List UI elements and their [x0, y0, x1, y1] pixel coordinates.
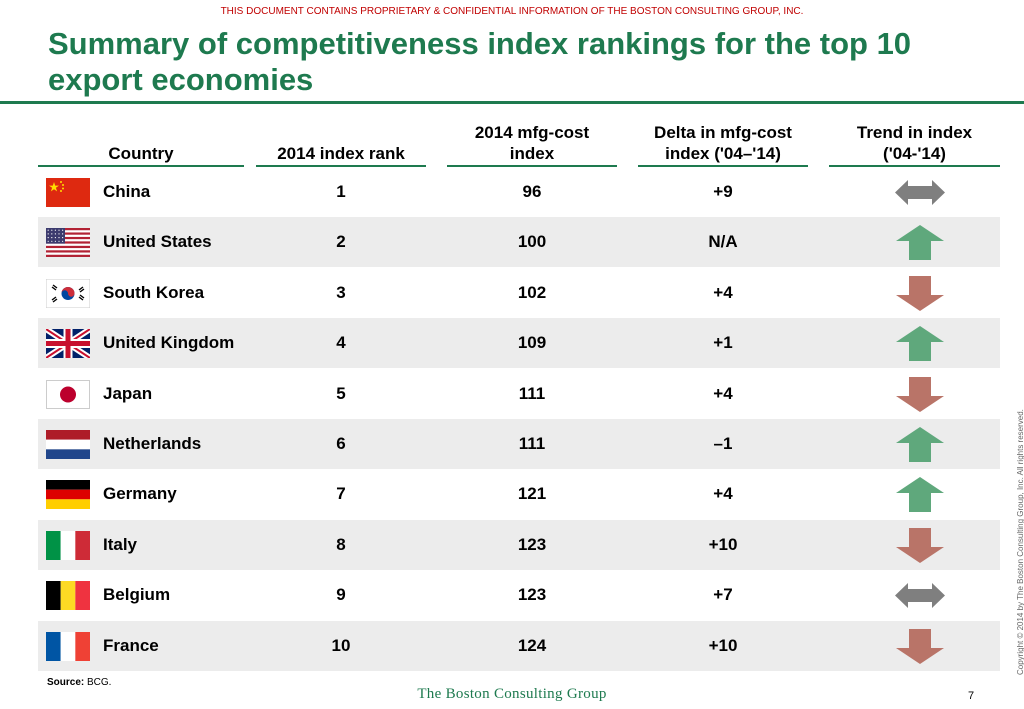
header-country: Country: [38, 112, 244, 164]
mfg-cost-index: 121: [517, 484, 547, 504]
index-rank: 10: [331, 635, 351, 655]
mfg-cost-index: 109: [517, 333, 547, 353]
source-note: Source: BCG.: [47, 677, 111, 688]
table-row: Belgium 9 123 +7: [38, 570, 1000, 620]
delta-index: +4: [713, 484, 733, 504]
index-rank: 5: [336, 383, 346, 403]
delta-index: +10: [708, 635, 738, 655]
trend-down-arrow-icon: [893, 527, 947, 564]
table-row: United Kingdom 4 109 +1: [38, 318, 1000, 369]
header-cost-line1: 2014 mfg-cost: [474, 123, 590, 142]
header-underline-country: [38, 165, 244, 167]
trend-down-arrow-icon: [893, 628, 947, 665]
header-rank: 2014 index rank: [256, 112, 426, 164]
germany-flag-icon: [46, 480, 90, 510]
trend-up-arrow-icon: [893, 325, 947, 362]
table-row: France 10 124 +10: [38, 620, 1000, 671]
trend-down-arrow-icon: [893, 275, 947, 312]
mfg-cost-index: 124: [517, 635, 547, 655]
mfg-cost-index: 111: [518, 383, 546, 403]
trend-down-arrow-icon: [893, 376, 947, 413]
header-country-label: Country: [108, 144, 174, 163]
country-name: Netherlands: [103, 434, 202, 453]
uk-flag-icon: [46, 329, 90, 359]
country-name: Italy: [103, 534, 138, 554]
header-trend-line1: Trend in index: [856, 123, 973, 142]
table-row: Japan 5 111 +4: [38, 369, 1000, 419]
country-name: France: [103, 635, 159, 655]
table-row: Italy 8 123 +10: [38, 519, 1000, 570]
table-row: China 1 96 +9: [38, 167, 1000, 217]
country-name: United Kingdom: [103, 333, 235, 353]
header-trend-line2: ('04-'14): [883, 144, 946, 163]
slide-title: Summary of competitiveness index ranking…: [48, 26, 912, 97]
delta-index: +7: [713, 585, 733, 605]
country-name: Germany: [103, 484, 177, 504]
trend-up-arrow-icon: [893, 224, 947, 261]
table-row: United States 2 100 N/A: [38, 217, 1000, 268]
delta-index: +1: [713, 333, 733, 353]
header-underline-cost: [447, 165, 617, 167]
mfg-cost-index: 102: [517, 282, 547, 302]
country-name: China: [103, 182, 151, 201]
header-cost-line2: index: [509, 144, 555, 163]
header-underline-rank: [256, 165, 426, 167]
country-name: Belgium: [103, 585, 171, 605]
source-label: Source:: [47, 677, 85, 688]
confidentiality-notice: THIS DOCUMENT CONTAINS PROPRIETARY & CON…: [220, 6, 804, 17]
country-name: Japan: [103, 383, 153, 403]
delta-index: +4: [713, 282, 733, 302]
country-name: United States: [103, 232, 212, 252]
delta-index: +9: [713, 182, 733, 201]
header-cost: 2014 mfg-cost index: [447, 112, 617, 164]
header-rank-label: 2014 index rank: [277, 144, 405, 163]
netherlands-flag-icon: [46, 430, 90, 459]
title-divider: [0, 101, 1024, 104]
table-row: Germany 7 121 +4: [38, 469, 1000, 519]
table-row: Netherlands 6 111 –1: [38, 419, 1000, 469]
mfg-cost-index: 111: [518, 434, 546, 453]
trend-flat-arrow-icon: [893, 577, 947, 614]
table-row: South Korea 3 102 +4: [38, 268, 1000, 318]
index-rank: 7: [336, 484, 346, 504]
index-rank: 8: [336, 534, 346, 554]
italy-flag-icon: [46, 530, 90, 560]
header-trend: Trend in index ('04-'14): [829, 112, 1000, 164]
mfg-cost-index: 96: [522, 182, 542, 201]
index-rank: 2: [336, 232, 346, 252]
page-number: 7: [968, 690, 975, 702]
trend-up-arrow-icon: [893, 426, 947, 463]
index-rank: 1: [336, 182, 346, 201]
delta-index: +10: [708, 534, 738, 554]
header-delta-line1: Delta in mfg-cost: [654, 123, 792, 142]
source-text: BCG.: [87, 677, 112, 688]
country-name: South Korea: [103, 282, 205, 302]
copyright-notice: Copyright © 2014 by The Boston Consultin…: [1016, 409, 1024, 675]
bcg-logo: The Boston Consulting Group: [417, 686, 607, 702]
header-delta: Delta in mfg-cost index ('04–'14): [638, 112, 808, 164]
mfg-cost-index: 100: [517, 232, 547, 252]
belgium-flag-icon: [46, 581, 90, 611]
header-delta-line2: index ('04–'14): [665, 144, 781, 163]
france-flag-icon: [46, 631, 90, 661]
index-rank: 3: [336, 282, 346, 302]
us-flag-icon: [46, 228, 90, 258]
delta-index: N/A: [708, 232, 738, 252]
south-korea-flag-icon: [46, 278, 90, 308]
header-underline-delta: [638, 165, 808, 167]
china-flag-icon: [46, 178, 90, 207]
header-underline-trend: [829, 165, 1000, 167]
delta-index: +4: [713, 383, 733, 403]
index-rank: 9: [336, 585, 346, 605]
mfg-cost-index: 123: [517, 585, 547, 605]
index-rank: 4: [336, 333, 346, 353]
trend-up-arrow-icon: [893, 476, 947, 513]
delta-index: –1: [713, 434, 733, 453]
mfg-cost-index: 123: [517, 534, 547, 554]
index-rank: 6: [336, 434, 346, 453]
trend-flat-arrow-icon: [893, 174, 947, 211]
japan-flag-icon: [46, 379, 90, 409]
